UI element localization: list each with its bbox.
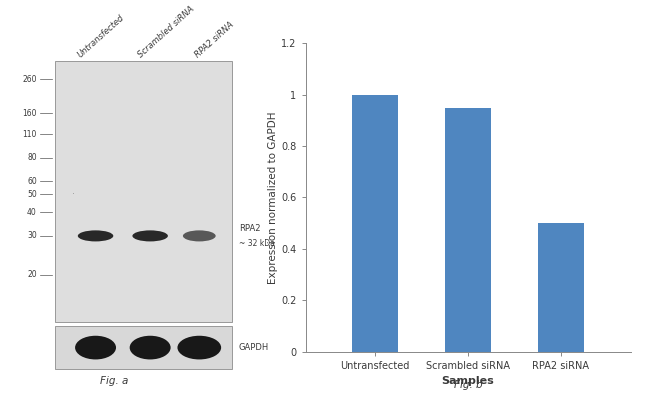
Ellipse shape bbox=[183, 230, 216, 241]
Text: GAPDH: GAPDH bbox=[239, 343, 269, 352]
Bar bbox=[445, 107, 491, 352]
Text: 80: 80 bbox=[27, 153, 37, 162]
Text: Fig. a: Fig. a bbox=[101, 376, 129, 386]
Text: RPA2 siRNA: RPA2 siRNA bbox=[193, 20, 235, 59]
Text: ·: · bbox=[72, 189, 75, 199]
Ellipse shape bbox=[78, 230, 113, 241]
Text: 20: 20 bbox=[27, 271, 37, 280]
Text: 50: 50 bbox=[27, 190, 37, 199]
X-axis label: Samples: Samples bbox=[441, 376, 495, 386]
Ellipse shape bbox=[177, 336, 221, 359]
Ellipse shape bbox=[133, 230, 168, 241]
Text: 160: 160 bbox=[22, 109, 37, 118]
Bar bbox=[352, 95, 398, 352]
Text: ~ 32 kDa: ~ 32 kDa bbox=[239, 239, 275, 248]
Ellipse shape bbox=[130, 336, 170, 359]
Text: 110: 110 bbox=[23, 130, 37, 139]
Text: 30: 30 bbox=[27, 231, 37, 241]
Ellipse shape bbox=[75, 336, 116, 359]
Bar bbox=[538, 223, 584, 352]
Y-axis label: Expression normalized to GAPDH: Expression normalized to GAPDH bbox=[268, 111, 278, 284]
Text: 260: 260 bbox=[22, 75, 37, 84]
Bar bbox=[55, 326, 232, 369]
Text: 60: 60 bbox=[27, 177, 37, 186]
Text: RPA2: RPA2 bbox=[239, 224, 261, 233]
Text: 40: 40 bbox=[27, 208, 37, 217]
Text: Scrambled siRNA: Scrambled siRNA bbox=[136, 4, 196, 59]
Bar bbox=[55, 61, 232, 322]
Text: Fig. b: Fig. b bbox=[454, 380, 482, 390]
Text: Untransfected: Untransfected bbox=[76, 13, 126, 59]
